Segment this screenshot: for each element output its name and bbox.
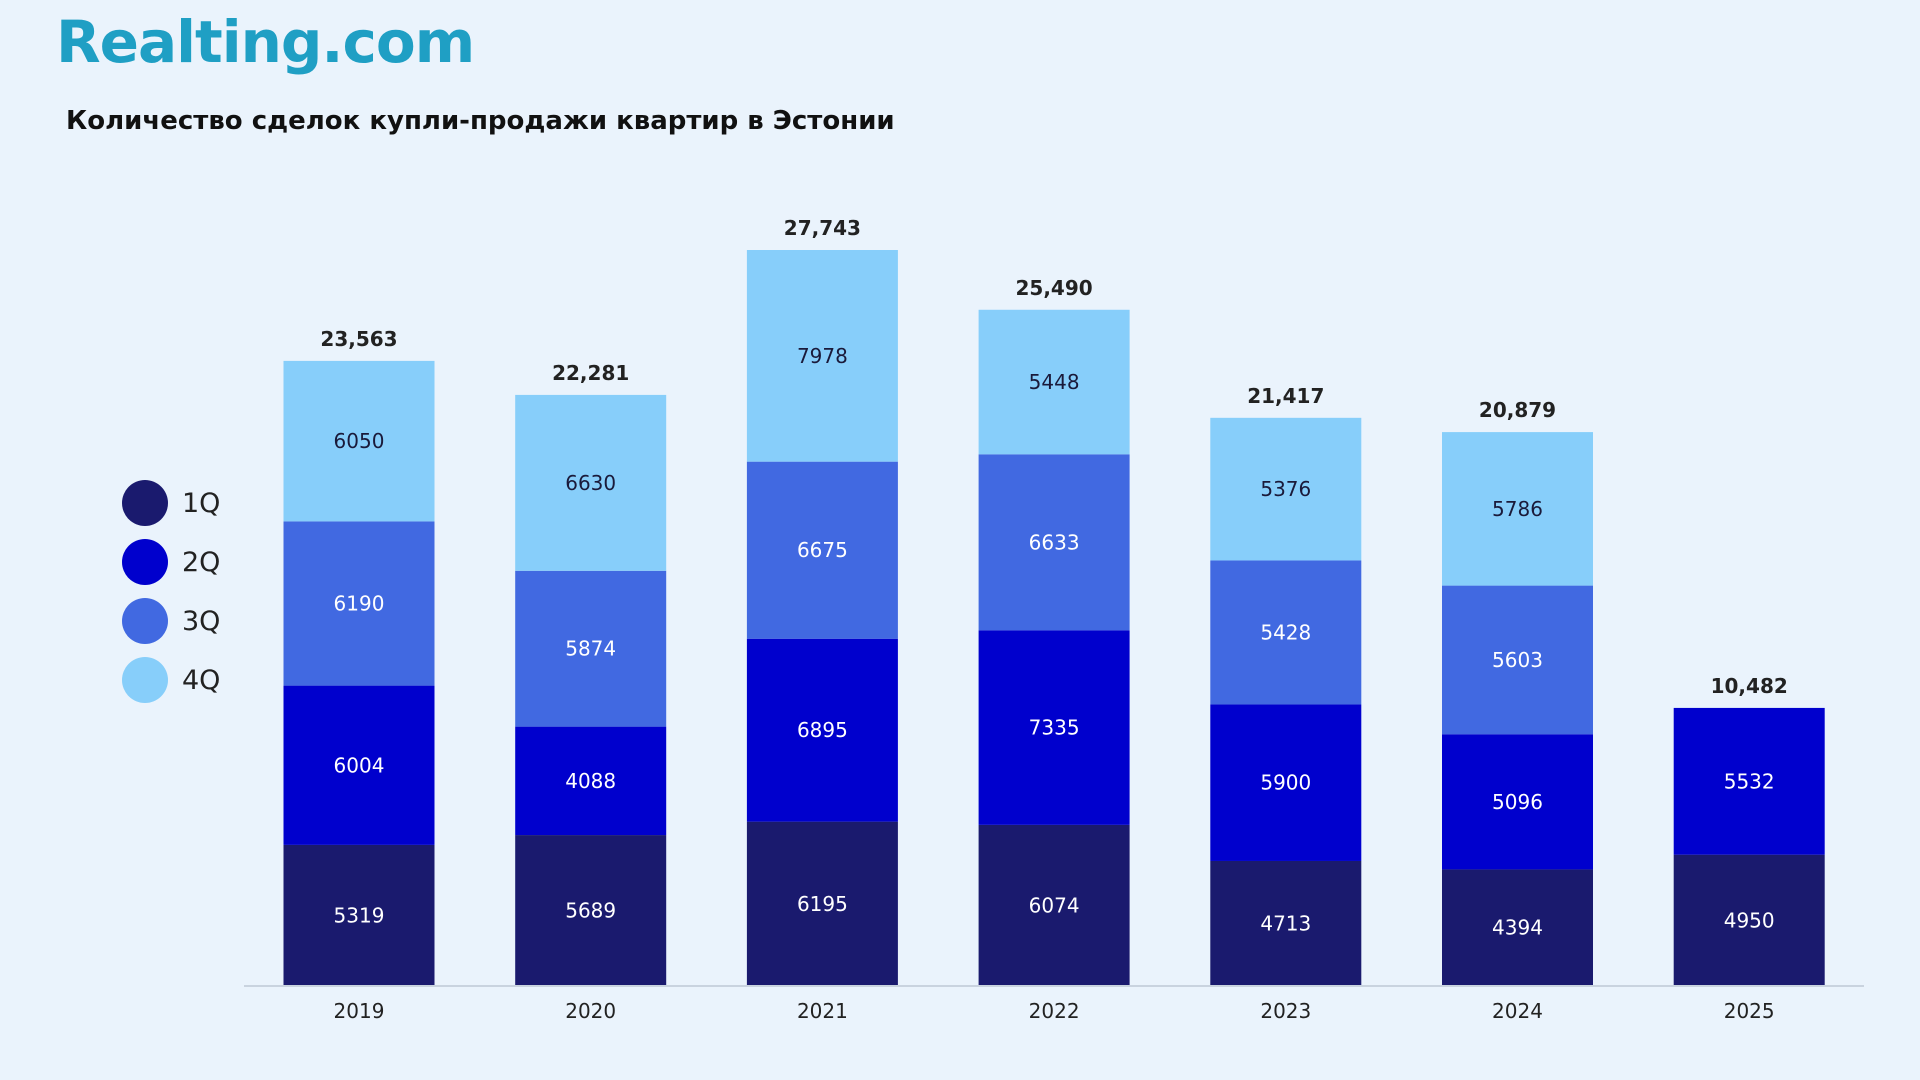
bar-segment (1210, 560, 1362, 705)
bar-segment (515, 726, 667, 836)
data-label: 7335 (1029, 716, 1080, 740)
bar-segment (283, 521, 435, 686)
total-label: 22,281 (552, 361, 629, 385)
bar-segment (746, 461, 898, 639)
data-label: 4713 (1260, 911, 1311, 935)
bar-segment (746, 821, 898, 986)
data-label: 5096 (1492, 790, 1543, 814)
x-tick-label: 2022 (1029, 999, 1080, 1023)
data-label: 4950 (1724, 908, 1775, 932)
bar-segment (746, 250, 898, 462)
data-label: 5900 (1260, 771, 1311, 795)
bar-segment (283, 844, 435, 986)
data-label: 7978 (797, 344, 848, 368)
bar-segment (1210, 704, 1362, 861)
data-label: 5319 (334, 903, 385, 927)
data-label: 6190 (334, 592, 385, 616)
x-tick-label: 2020 (565, 999, 616, 1023)
bar-segment (283, 685, 435, 845)
legend-item-3q: 3Q (122, 598, 220, 644)
chart-title: Количество сделок купли-продажи квартир … (66, 106, 895, 136)
bar-segment (978, 309, 1130, 455)
data-label: 5603 (1492, 648, 1543, 672)
legend-swatch-4q (122, 657, 168, 703)
bar-segment (1673, 707, 1825, 855)
legend-label-1q: 1Q (182, 487, 221, 519)
total-label: 21,417 (1247, 384, 1324, 408)
bar-segment (1442, 585, 1593, 735)
data-label: 6633 (1029, 530, 1080, 554)
bar-segment (1442, 869, 1593, 986)
bar-segment (1442, 734, 1593, 870)
bar-segment (746, 638, 898, 822)
data-label: 5428 (1260, 620, 1311, 644)
chart-legend: 1Q 2Q 3Q 4Q (122, 480, 220, 716)
bar-segment (978, 454, 1130, 631)
legend-swatch-1q (122, 480, 168, 526)
legend-swatch-2q (122, 539, 168, 585)
data-label: 6195 (797, 892, 848, 916)
data-label: 4394 (1492, 916, 1543, 940)
x-tick-label: 2025 (1724, 999, 1775, 1023)
brand-logo: Realting.com (56, 8, 475, 76)
bar-segment (1673, 854, 1825, 986)
data-label: 5532 (1724, 769, 1775, 793)
data-label: 6675 (797, 538, 848, 562)
data-label: 5874 (565, 637, 616, 661)
legend-swatch-3q (122, 598, 168, 644)
legend-label-4q: 4Q (182, 664, 221, 696)
data-label: 6004 (334, 753, 385, 777)
x-tick-label: 2024 (1492, 999, 1543, 1023)
legend-label-2q: 2Q (182, 546, 221, 578)
data-label: 5448 (1029, 370, 1080, 394)
bar-segment (515, 394, 667, 571)
data-label: 6895 (797, 718, 848, 742)
data-label: 6050 (334, 429, 385, 453)
legend-item-2q: 2Q (122, 539, 220, 585)
bar-segment (978, 824, 1130, 986)
data-label: 4088 (565, 769, 616, 793)
data-label: 6074 (1029, 893, 1080, 917)
bar-segment (978, 630, 1130, 825)
total-label: 25,490 (1016, 276, 1093, 300)
data-label: 6630 (565, 471, 616, 495)
x-tick-label: 2019 (334, 999, 385, 1023)
data-label: 5689 (565, 899, 616, 923)
bar-segment (283, 360, 435, 522)
legend-item-1q: 1Q (122, 480, 220, 526)
data-label: 5376 (1260, 477, 1311, 501)
bar-segment (1210, 417, 1362, 561)
total-label: 27,743 (784, 216, 861, 240)
legend-item-4q: 4Q (122, 657, 220, 703)
bar-segment (1442, 432, 1593, 586)
x-tick-label: 2023 (1260, 999, 1311, 1023)
bar-segment (515, 835, 667, 986)
total-label: 10,482 (1711, 674, 1788, 698)
data-label: 5786 (1492, 497, 1543, 521)
bar-segment (515, 570, 667, 727)
total-label: 23,563 (320, 327, 397, 351)
x-tick-label: 2021 (797, 999, 848, 1023)
total-label: 20,879 (1479, 398, 1556, 422)
legend-label-3q: 3Q (182, 605, 221, 637)
bar-segment (1210, 860, 1362, 986)
